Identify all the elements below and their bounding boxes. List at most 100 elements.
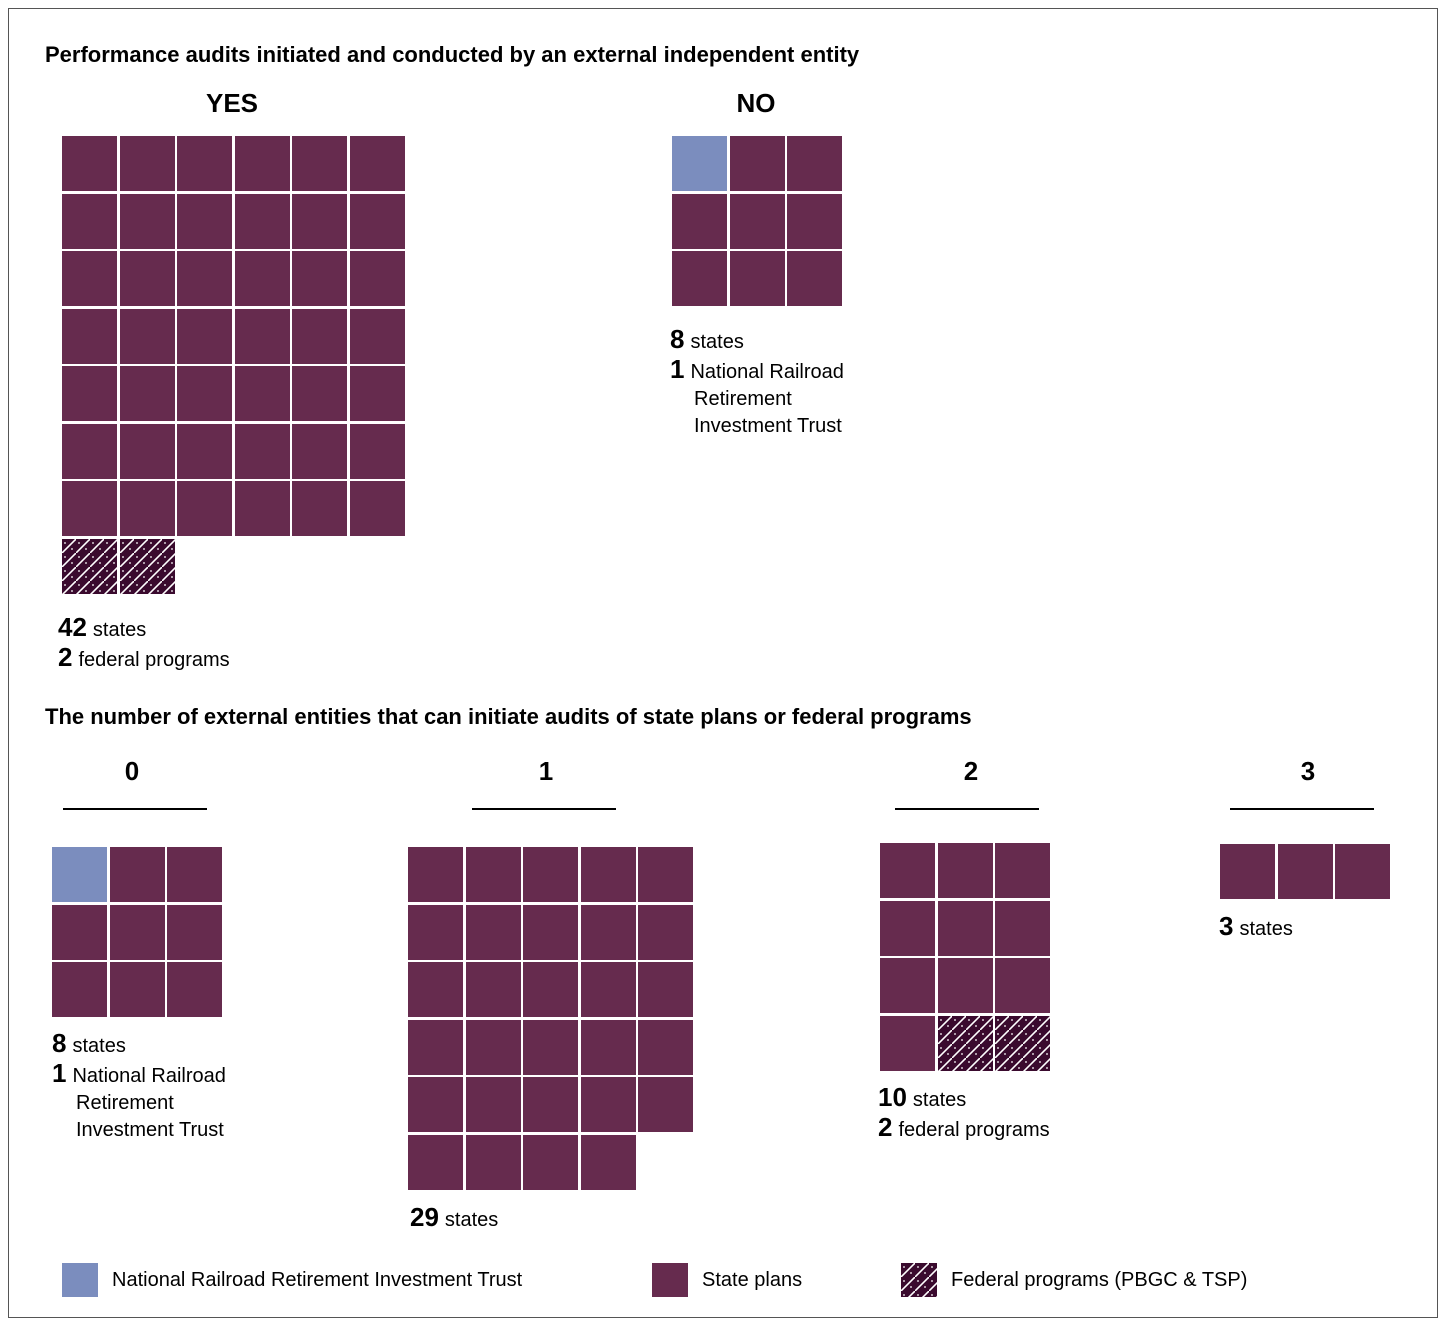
heading-rule-2 [895, 808, 1039, 810]
group-heading-3: 3 [1300, 756, 1316, 786]
description-line: 1 National Railroad [52, 1060, 226, 1090]
waffle-cell-state [638, 1019, 693, 1075]
waffle-cell-state [580, 1134, 636, 1190]
waffle-cell-state [787, 193, 842, 249]
waffle-cell-state [119, 136, 175, 191]
waffle-cell-state [234, 308, 290, 364]
heading-rule-0 [63, 808, 207, 810]
waffle-cell-state [177, 193, 232, 249]
section-2-title: The number of external entities that can… [45, 704, 972, 729]
waffle-cell-state [119, 308, 175, 364]
waffle-cell-state [62, 251, 117, 306]
waffle-cell-state [523, 1019, 578, 1075]
waffle-cell-state [523, 904, 578, 960]
waffle-cell-state [1277, 844, 1333, 899]
waffle-cell-state [995, 958, 1050, 1013]
count-value: 3 [1219, 911, 1234, 941]
description-line: 2 federal programs [58, 644, 230, 674]
waffle-cell-state [292, 423, 347, 479]
waffle-cell-state [119, 251, 175, 306]
group-description-0: 8 states 1 National Railroad Retirement Inves… [52, 1030, 226, 1144]
waffle-cell-state [109, 962, 165, 1017]
waffle-cell-state [62, 366, 117, 421]
description-continuation: Investment Trust [76, 1119, 224, 1141]
waffle-cell-state [465, 847, 521, 902]
count-value: 2 [878, 1112, 893, 1142]
waffle-cell-state [729, 193, 785, 249]
description-line: 29 states [410, 1204, 498, 1234]
description-line: 2 federal programs [878, 1114, 1050, 1144]
waffle-cell-state [638, 1077, 693, 1132]
legend-swatch-federal [901, 1263, 937, 1297]
waffle-cell-state [349, 308, 405, 364]
group-description-2: 10 states 2 federal programs [878, 1084, 1050, 1144]
waffle-cell-state [167, 904, 222, 960]
waffle-cell-federal [119, 538, 175, 594]
waffle-cell-state [580, 962, 636, 1017]
waffle-cell-state [177, 366, 232, 421]
group-heading-no: NO [736, 88, 776, 118]
group-heading-2: 2 [963, 756, 979, 786]
legend-swatch-nrrit [62, 1263, 98, 1297]
waffle-cell-state [995, 843, 1050, 898]
count-label: states [444, 1209, 499, 1231]
count-value: 8 [52, 1028, 67, 1058]
legend-label-federal: Federal programs (PBGC & TSP) [951, 1268, 1248, 1291]
waffle-cell-state [62, 193, 117, 249]
waffle-cell-state [167, 962, 222, 1017]
waffle-cell-state [349, 481, 405, 536]
waffle-cell-state [349, 366, 405, 421]
count-label: states [92, 619, 147, 641]
waffle-cell-state [349, 251, 405, 306]
legend-item-nrrit: National Railroad Retirement Investment … [62, 1263, 522, 1297]
waffle-cell-state [408, 1077, 463, 1132]
waffle-cell-federal [937, 1015, 993, 1071]
waffle-cell-state [937, 958, 993, 1013]
count-value: 1 [52, 1058, 67, 1088]
waffle-cell-state [880, 900, 935, 956]
waffle-cell-state [937, 843, 993, 898]
waffle-cell-state [177, 136, 232, 191]
waffle-cell-state [52, 962, 107, 1017]
waffle-cell-state [234, 481, 290, 536]
section-1-title: Performance audits initiated and conduct… [45, 42, 860, 67]
group-heading-1: 1 [538, 756, 554, 786]
waffle-cell-state [408, 1134, 463, 1190]
waffle-cell-state [937, 900, 993, 956]
count-label: states [72, 1035, 126, 1057]
waffle-cell-state [292, 193, 347, 249]
waffle-cell-state [787, 136, 842, 191]
group-heading-yes: YES [205, 88, 259, 118]
waffle-cell-state [62, 481, 117, 536]
count-value: 29 [410, 1202, 439, 1232]
waffle-cell-state [292, 308, 347, 364]
count-label: federal programs [898, 1119, 1050, 1141]
legend-label-nrrit: National Railroad Retirement Investment … [112, 1268, 523, 1291]
waffle-cell-state [62, 308, 117, 364]
waffle-cell-nrrit [672, 136, 727, 191]
waffle-cell-state [292, 481, 347, 536]
waffle-cell-state [672, 251, 727, 306]
waffle-cell-state [1335, 844, 1390, 899]
count-value: 1 [670, 354, 685, 384]
heading-rule-3 [1230, 808, 1374, 810]
waffle-cell-state [234, 193, 290, 249]
count-label: National Railroad [72, 1065, 226, 1087]
waffle-cell-state [408, 847, 463, 902]
waffle-cell-state [787, 251, 842, 306]
waffle-cell-state [638, 962, 693, 1017]
waffle-cell-nrrit [52, 847, 107, 902]
waffle-cell-state [880, 958, 935, 1013]
waffle-cell-state [292, 251, 347, 306]
description-line: 8 states [52, 1030, 226, 1060]
waffle-cell-state [119, 481, 175, 536]
waffle-cell-state [234, 423, 290, 479]
waffle-cell-state [465, 904, 521, 960]
waffle-cell-state [465, 962, 521, 1017]
waffle-cell-state [119, 423, 175, 479]
group-description-no: 8 states 1 National Railroad Retirement Inves… [670, 326, 844, 440]
waffle-cell-state [995, 900, 1050, 956]
waffle-cell-state [729, 136, 785, 191]
legend-item-state: State plans [652, 1263, 802, 1297]
description-continuation: Retirement [76, 1092, 174, 1114]
